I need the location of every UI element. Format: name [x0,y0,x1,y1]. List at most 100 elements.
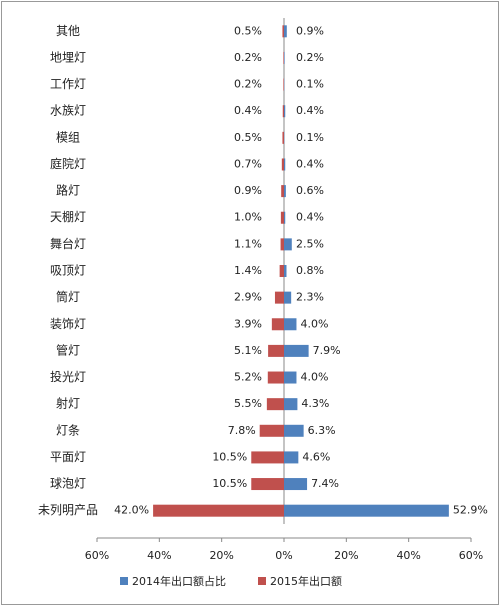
value-label: 0.1% [296,131,324,144]
value-label: 1.4% [234,264,262,277]
value-label: 0.5% [234,24,262,37]
category-label: 路灯 [56,183,80,198]
value-label: 0.7% [234,157,262,170]
category-label: 平面灯 [50,450,86,464]
value-label: 0.9% [234,184,262,197]
bar [284,25,287,38]
x-tick-label: 40% [396,549,420,562]
value-label: 52.9% [453,504,488,517]
value-label: 0.8% [296,264,324,277]
value-label: 7.4% [311,477,339,490]
bar [280,211,284,224]
bar [282,131,284,144]
value-label: 2.9% [234,291,262,304]
value-label: 0.5% [234,131,262,144]
category-label: 射灯 [56,396,80,411]
bar [283,51,284,64]
category-label: 其他 [56,24,80,38]
value-label: 0.9% [296,24,324,37]
value-label: 4.6% [302,450,330,463]
bar [274,291,284,304]
bar [266,398,284,411]
value-label: 5.2% [234,371,262,384]
bar [281,185,284,198]
x-tick-label: 60% [459,549,483,562]
category-label: 管灯 [56,342,80,357]
category-label: 投光灯 [50,369,86,384]
value-label: 7.8% [228,424,256,437]
bar [279,265,284,277]
legend-swatch [120,577,128,585]
bar [282,105,284,118]
bar [284,478,308,491]
x-tick-label: 60% [85,549,109,562]
x-tick-label: 20% [209,549,233,562]
value-label: 4.3% [301,397,329,410]
category-label: 装饰灯 [50,317,86,331]
value-label: 6.3% [308,424,336,437]
category-label: 模组 [56,130,80,144]
bar [267,371,284,384]
bar [284,451,299,464]
value-label: 0.4% [296,157,324,170]
value-label: 4.0% [300,317,328,330]
category-label: 天棚灯 [50,209,86,224]
category-label: 庭院灯 [50,156,86,171]
value-label: 0.2% [296,51,324,64]
bar [283,78,284,91]
value-label: 10.5% [212,450,247,463]
value-label: 5.5% [234,397,262,410]
bar [284,344,309,357]
bar [280,238,284,251]
bar [284,238,292,251]
value-label: 10.5% [212,477,247,490]
bar [284,424,304,437]
value-label: 0.6% [296,184,324,197]
value-label: 7.9% [313,344,341,357]
category-label: 筒灯 [56,289,80,304]
bar [284,105,286,118]
bar [284,211,286,224]
value-label: 2.3% [296,291,324,304]
bar [284,318,297,331]
category-label: 未列明产品 [38,503,98,517]
value-label: 0.4% [296,211,324,224]
bar [153,504,284,517]
bar [284,265,287,277]
x-tick-label: 20% [334,549,358,562]
bar [251,451,284,464]
category-label: 吸顶灯 [50,264,86,278]
bar [284,185,286,198]
bar [284,398,298,411]
x-tick-label: 0% [275,549,292,562]
bar [284,504,449,517]
bar [282,25,284,38]
bar [284,291,292,304]
value-label: 4.0% [300,371,328,384]
bar [251,478,284,491]
bar [284,371,297,384]
value-label: 1.1% [234,237,262,250]
x-tick-label: 40% [147,549,171,562]
category-label: 地埋灯 [50,50,86,64]
value-label: 0.2% [234,78,262,91]
category-label: 工作灯 [50,77,86,91]
bar [281,158,284,171]
value-label: 0.2% [234,51,262,64]
value-label: 0.4% [296,104,324,117]
category-label: 球泡灯 [50,477,86,491]
value-label: 42.0% [114,504,149,517]
value-label: 3.9% [234,317,262,330]
bar [268,344,284,357]
category-label: 灯条 [56,423,80,437]
bar [271,318,284,331]
value-label: 0.1% [296,78,324,91]
value-label: 1.0% [234,211,262,224]
bar [259,424,284,437]
legend-swatch [258,577,266,585]
value-label: 2.5% [296,237,324,250]
bar [284,158,286,171]
bar [284,51,285,64]
